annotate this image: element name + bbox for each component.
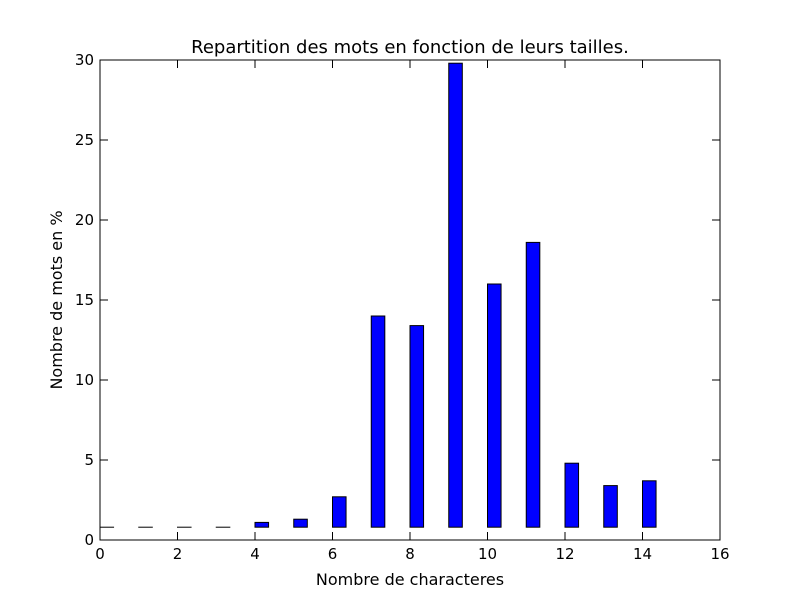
bar-6	[332, 496, 347, 528]
y-tick-label-20: 20	[75, 211, 94, 229]
x-tick-label-8: 8	[405, 545, 415, 563]
y-tick-label-15: 15	[75, 291, 94, 309]
chart-title: Repartition des mots en fonction de leur…	[191, 37, 629, 58]
x-tick-label-6: 6	[328, 545, 338, 563]
x-tick-label-2: 2	[173, 545, 183, 563]
x-axis-label: Nombre de characteres	[316, 570, 504, 589]
bar-4	[254, 521, 270, 528]
y-tick-label-30: 30	[75, 51, 94, 69]
ticks-group: 0 2 4 6 8 10 12 14 16 0 5 10 15 20 25 30	[75, 51, 730, 563]
x-tick-label-0: 0	[95, 545, 105, 563]
x-tick-label-16: 16	[710, 545, 729, 563]
bar-13	[603, 485, 618, 528]
x-tick-label-12: 12	[555, 545, 574, 563]
bar-9	[448, 62, 463, 528]
x-tick-label-14: 14	[633, 545, 652, 563]
bar-8	[409, 325, 425, 528]
bar-12	[564, 462, 580, 528]
bar-7	[370, 315, 386, 528]
bars-group	[99, 62, 657, 528]
bar-14	[642, 480, 657, 528]
bar-5	[293, 518, 308, 528]
y-tick-label-0: 0	[84, 531, 94, 549]
x-tick-label-10: 10	[478, 545, 497, 563]
y-axis-label: Nombre de mots en %	[47, 210, 66, 389]
y-tick-label-5: 5	[84, 451, 94, 469]
y-tick-label-10: 10	[75, 371, 94, 389]
y-tick-label-25: 25	[75, 131, 94, 149]
x-tick-label-4: 4	[250, 545, 260, 563]
bar-11	[525, 241, 541, 528]
bar-10	[487, 283, 502, 528]
